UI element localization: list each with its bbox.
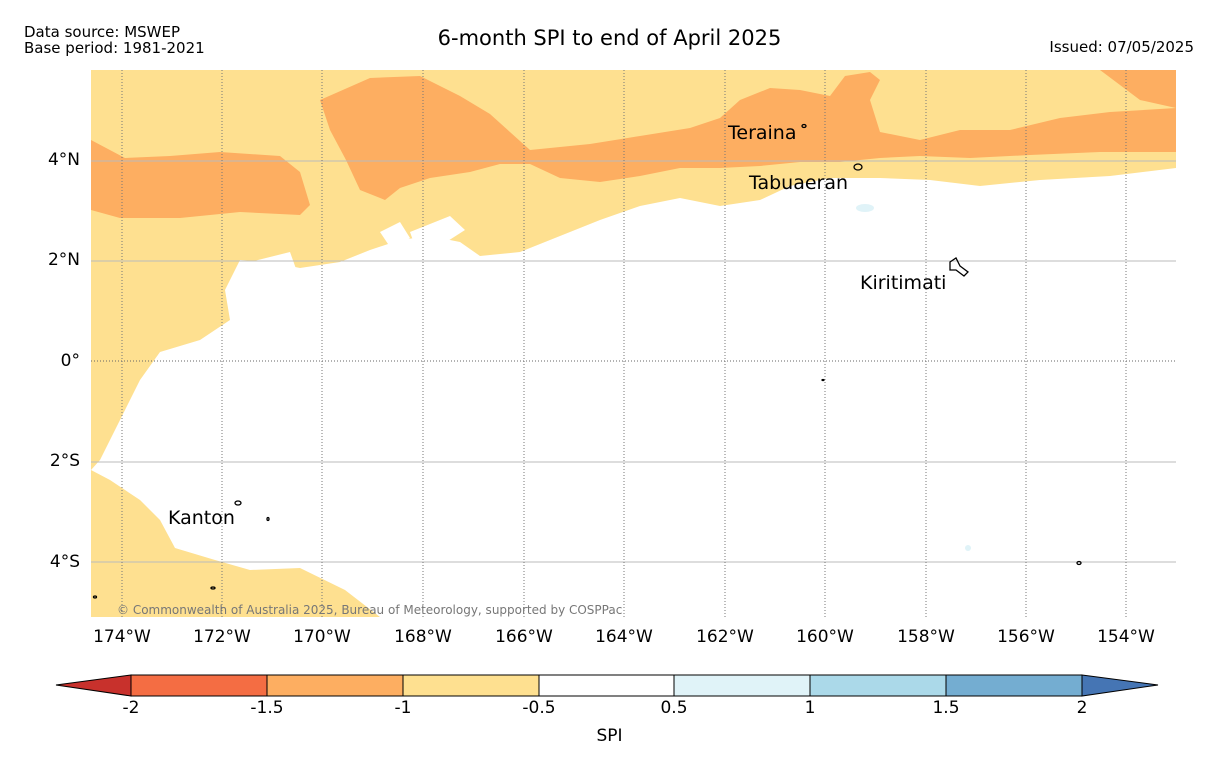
place-label-teraina: Teraina: [728, 122, 797, 144]
spi-field: [91, 70, 1176, 617]
colorbar-tick-label: -0.5: [522, 698, 556, 718]
colorbar-tick-label: 0.5: [660, 698, 688, 718]
place-label-tabuaeran: Tabuaeran: [749, 172, 849, 194]
lon-label-162w: 162°W: [696, 627, 754, 647]
colorbar-tick-label: -1: [394, 698, 412, 718]
spi-area-dry-moderate: [91, 140, 310, 218]
longitude-gridlines: [121, 70, 1127, 617]
base-period-text: Base period: 1981-2021: [24, 39, 205, 57]
teraina-island: [801, 123, 807, 129]
issued-date: Issued: 07/05/2025: [1049, 38, 1194, 56]
lat-label-4n: 4°N: [47, 150, 80, 170]
colorbar-tick-label: 2: [1076, 698, 1088, 718]
tabuaeran-island: [853, 163, 863, 171]
lon-label-174w: 174°W: [93, 627, 151, 647]
lat-label-2n: 2°N: [47, 250, 80, 270]
colorbar-extend-low: [55, 674, 132, 697]
latitude-gridlines: [91, 160, 1176, 563]
colorbar-tick-label: -2: [122, 698, 140, 718]
lon-label-154w: 154°W: [1097, 627, 1155, 647]
lon-label-160w: 160°W: [796, 627, 854, 647]
lon-label-158w: 158°W: [897, 627, 955, 647]
lon-label-156w: 156°W: [997, 627, 1055, 647]
colorbar-label: SPI: [596, 726, 623, 746]
lon-label-168w: 168°W: [394, 627, 452, 647]
lon-label-164w: 164°W: [595, 627, 653, 647]
kiritimati-island: [949, 257, 969, 277]
kanton-island: [234, 500, 242, 506]
lat-label-2s: 2°S: [49, 451, 80, 471]
map-title: 6-month SPI to end of April 2025: [437, 26, 782, 50]
colorbar-tick-label: 1.5: [932, 698, 960, 718]
spi-area-dry-mild-south: [91, 470, 380, 617]
lon-label-172w: 172°W: [193, 627, 251, 647]
spi-colorbar: [55, 674, 1159, 697]
data-source-text: Data source: MSWEP: [24, 23, 181, 41]
lon-label-166w: 166°W: [495, 627, 553, 647]
colorbar-tick-label: 1: [804, 698, 816, 718]
copyright-notice: © Commonwealth of Australia 2025, Bureau…: [117, 603, 623, 617]
lon-label-170w: 170°W: [293, 627, 351, 647]
place-label-kanton: Kanton: [168, 507, 235, 529]
colorbar-tick-label: -1.5: [250, 698, 284, 718]
place-label-kiritimati: Kiritimati: [860, 272, 947, 294]
lat-label-4s: 4°S: [49, 552, 80, 572]
colorbar-extend-high: [1081, 674, 1159, 697]
lat-label-0: 0°: [60, 351, 80, 371]
